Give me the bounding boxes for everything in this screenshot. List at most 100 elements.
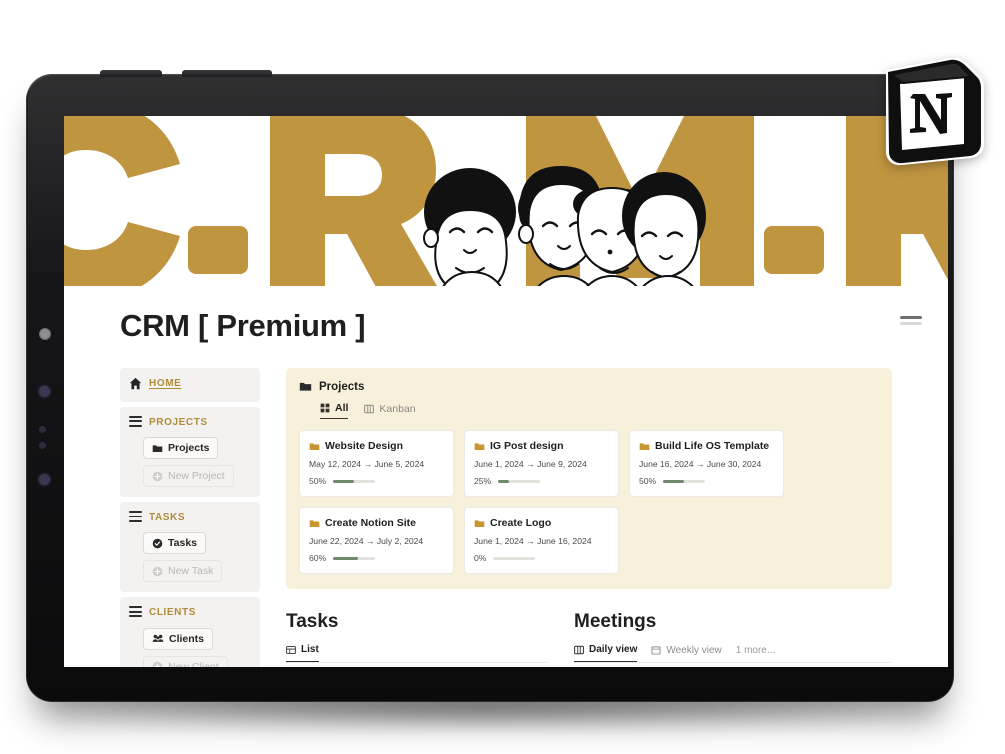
plus-circle-icon	[152, 566, 163, 577]
notion-logo-icon	[872, 48, 990, 166]
project-end-date: June 30, 2024	[706, 459, 762, 469]
tab-all[interactable]: All	[320, 402, 349, 419]
date-arrow-icon: →	[526, 536, 535, 546]
progress-bar	[663, 479, 706, 483]
cover-illustration-icon	[64, 116, 948, 286]
table-icon	[286, 645, 296, 655]
progress-bar	[498, 479, 541, 483]
sidebar-button-new-client[interactable]: New Client	[143, 655, 228, 667]
project-card-name: Create Notion Site	[325, 517, 417, 529]
column-header-project[interactable]: Project	[453, 663, 530, 667]
date-arrow-icon: →	[526, 459, 535, 469]
project-percent: 25%	[474, 476, 492, 486]
main-column: Projects All	[260, 368, 892, 667]
sidebar-button-projects[interactable]: Projects	[143, 437, 219, 460]
page-content: CRM [ Premium ] HOME	[64, 286, 948, 667]
date-arrow-icon: →	[695, 459, 705, 469]
sidebar-button-label: New Task	[168, 565, 214, 578]
sidebar-button-tasks[interactable]: Tasks	[143, 532, 206, 555]
meetings-section: Meetings Daily view	[574, 611, 892, 667]
table-header-row: Aa Name	[286, 663, 548, 667]
tab-kanban[interactable]: Kanban	[364, 403, 416, 419]
project-percent: 60%	[309, 553, 327, 563]
people-icon	[152, 633, 164, 644]
tab-label: Daily view	[589, 644, 638, 655]
folder-icon	[309, 441, 320, 452]
plus-circle-icon	[152, 661, 163, 667]
tasks-section: Tasks List	[286, 611, 548, 667]
project-start-date: June 1, 2024	[474, 536, 524, 546]
tab-daily-view[interactable]: Daily view	[574, 644, 638, 662]
folder-icon	[639, 441, 650, 452]
sidebar-button-label: New Client	[168, 660, 219, 667]
project-card-dates: June 1, 2024 → June 16, 2024	[474, 536, 609, 546]
project-card-name: Website Design	[325, 440, 403, 452]
sidebar-section-title: HOME	[149, 378, 182, 389]
project-start-date: June 16, 2024	[639, 459, 694, 469]
sidebar-button-label: Clients	[169, 632, 205, 645]
collapse-handle[interactable]	[900, 316, 922, 328]
project-card-dates: June 1, 2024 → June 9, 2024	[474, 459, 609, 469]
progress-bar	[333, 556, 376, 560]
page-cover	[64, 116, 948, 286]
tab-label: 1 more...	[735, 644, 776, 656]
column-header-status[interactable]	[529, 663, 548, 667]
device-top-button-b[interactable]	[182, 70, 272, 77]
device-sensor-4-icon	[39, 474, 50, 485]
tab-weekly-view[interactable]: Weekly view	[651, 644, 722, 662]
sidebar-section-projects: PROJECTS Projects	[120, 407, 260, 498]
collapse-line-2	[900, 322, 922, 325]
device-sensor-3-icon	[39, 442, 46, 449]
date-arrow-icon: →	[365, 536, 375, 546]
progress-bar	[333, 479, 376, 483]
project-card[interactable]: Create Logo June 1, 2024 → June 16, 2024	[464, 507, 619, 574]
projects-panel: Projects All	[286, 368, 892, 589]
menu-icon	[129, 416, 142, 429]
column-header-name[interactable]: Aa Name	[286, 663, 386, 667]
project-card[interactable]: Build Life OS Template June 16, 2024 → J…	[629, 430, 784, 497]
sidebar-button-label: Projects	[168, 442, 210, 455]
project-percent: 50%	[309, 476, 327, 486]
check-circle-icon	[152, 538, 163, 549]
project-card[interactable]: Create Notion Site June 22, 2024 → July …	[299, 507, 454, 574]
tab-list[interactable]: List	[286, 644, 319, 662]
folder-icon	[152, 443, 163, 454]
sidebar-button-new-project[interactable]: New Project	[143, 465, 234, 488]
sidebar-section-clients: CLIENTS Clients	[120, 597, 260, 667]
sidebar-section-title: PROJECTS	[149, 417, 208, 429]
tab-label: List	[301, 644, 319, 655]
device-sensor-2-icon	[39, 426, 46, 433]
tasks-table: Aa Name	[286, 663, 548, 667]
tab-more[interactable]: 1 more...	[736, 645, 775, 662]
project-card[interactable]: Website Design May 12, 2024 → June 5, 20…	[299, 430, 454, 497]
project-end-date: June 16, 2024	[537, 536, 592, 546]
sidebar-section-title: CLIENTS	[149, 607, 196, 619]
project-card-name: IG Post design	[490, 440, 564, 452]
project-card-dates: June 22, 2024 → July 2, 2024	[309, 536, 444, 546]
project-start-date: June 22, 2024	[309, 536, 364, 546]
page-title: CRM [ Premium ]	[120, 308, 366, 343]
sidebar-button-clients[interactable]: Clients	[143, 627, 214, 650]
home-icon	[129, 377, 142, 390]
sidebar-button-new-task[interactable]: New Task	[143, 560, 223, 583]
column-header-date[interactable]: Date	[385, 663, 454, 667]
folder-icon	[309, 518, 320, 529]
sidebar-item-home[interactable]: HOME	[120, 368, 260, 402]
device-top-button-a[interactable]	[100, 70, 162, 77]
projects-view-tabs: All Kanban	[320, 402, 879, 419]
tablet-screen: CRM [ Premium ] HOME	[64, 116, 948, 667]
tasks-view-tabs: List	[286, 644, 548, 663]
page-columns: HOME PROJECTS	[120, 368, 892, 667]
menu-icon	[129, 606, 142, 619]
tab-label: Weekly view	[666, 644, 722, 656]
sidebar-button-label: New Project	[168, 470, 225, 483]
progress-bar	[493, 556, 536, 560]
project-card-dates: May 12, 2024 → June 5, 2024	[309, 459, 444, 469]
project-end-date: June 9, 2024	[537, 459, 587, 469]
board-icon	[574, 645, 584, 655]
folder-icon	[299, 380, 312, 393]
calendar-icon	[651, 645, 661, 655]
project-cards: Website Design May 12, 2024 → June 5, 20…	[299, 430, 879, 574]
project-card[interactable]: IG Post design June 1, 2024 → June 9, 20…	[464, 430, 619, 497]
